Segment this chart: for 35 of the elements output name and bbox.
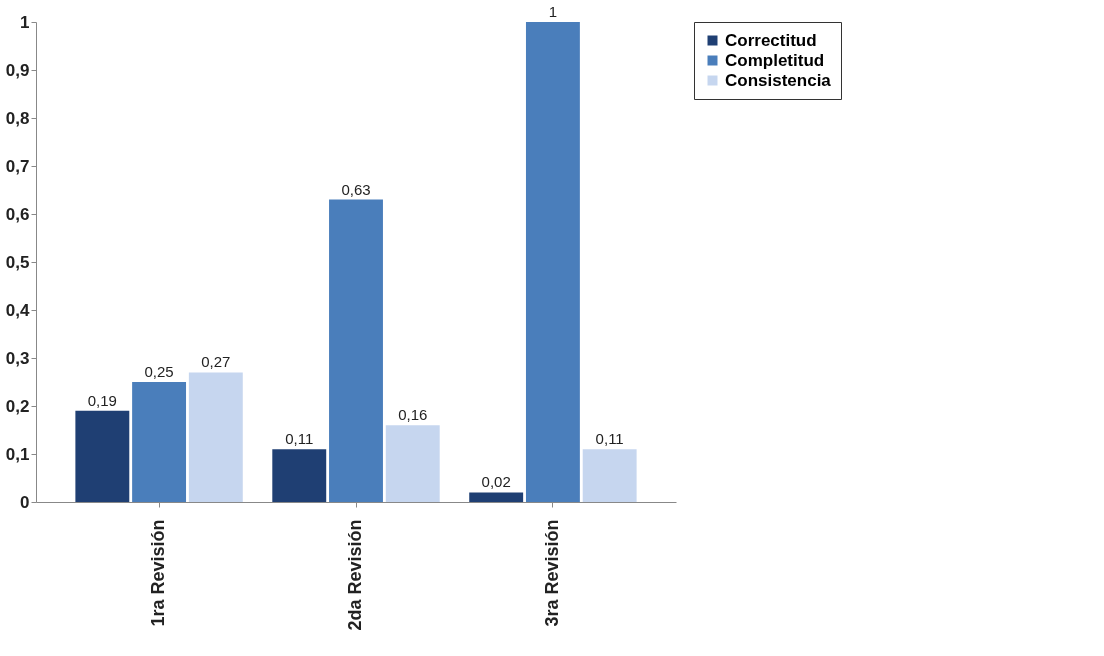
data-label: 0,16 [398,406,428,424]
bar [469,492,524,502]
bar [132,382,187,502]
y-tick-label: 1 [20,12,30,32]
data-label: 0,19 [87,391,117,409]
bar [329,199,383,502]
data-label: 0,11 [285,430,314,448]
bar [188,372,243,502]
y-tick-label: 0,5 [5,252,30,272]
x-tick-label: 1ra Revisión [148,519,169,627]
bar [385,425,440,502]
y-tick-label: 0 [20,492,30,512]
x-tick-label: 2da Revisión [345,519,365,631]
legend-label: Consistencia [725,70,832,90]
data-label: 0,63 [341,180,371,198]
y-tick-label: 0,1 [5,444,30,464]
data-label: 0,27 [201,353,231,371]
y-tick-label: 0,3 [5,348,30,368]
y-tick-label: 0,8 [5,108,30,128]
y-tick-label: 0,9 [5,60,30,80]
y-tick-label: 0,6 [5,204,30,224]
bar [75,410,130,502]
y-tick-label: 0,2 [5,396,30,416]
data-label: 0,02 [481,473,511,491]
y-tick-label: 0,4 [5,300,31,320]
x-tick-label: 3ra Revisión [541,519,562,627]
bar [525,22,580,502]
y-tick-label: 0,7 [5,156,30,176]
bar [582,449,637,502]
data-label: 0,25 [144,363,174,380]
legend-label: Correctitud [725,30,817,50]
data-label: 0,11 [595,430,624,448]
legend-label: Completitud [725,50,825,70]
data-label: 1 [548,3,558,20]
bar [272,449,327,502]
